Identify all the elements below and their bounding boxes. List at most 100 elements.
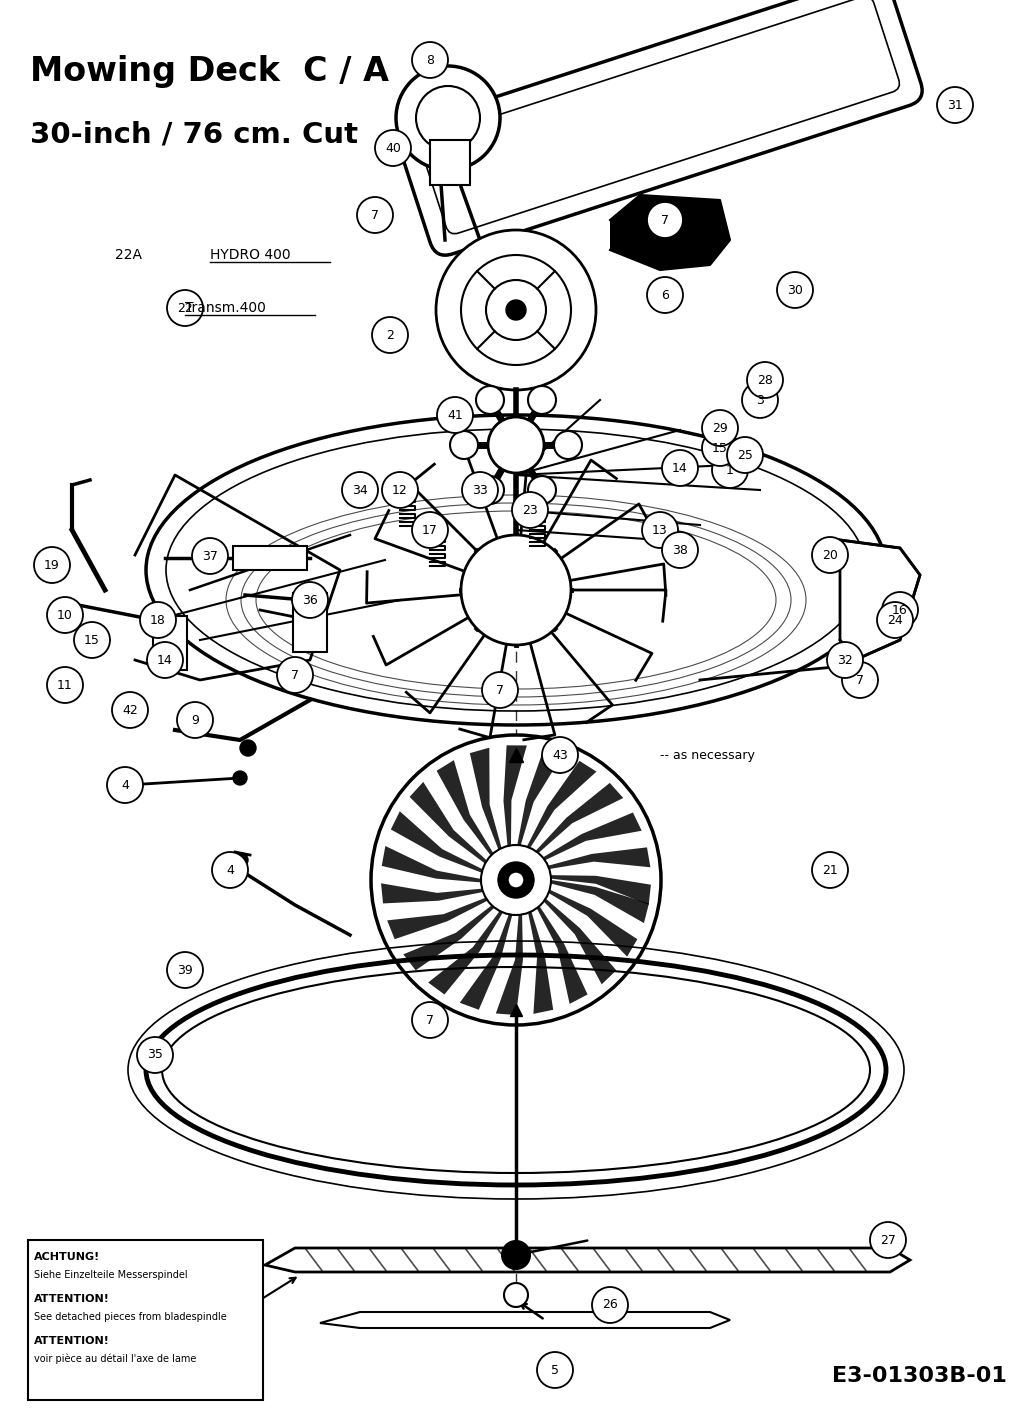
Circle shape [461, 255, 571, 365]
Circle shape [396, 66, 499, 169]
Circle shape [542, 737, 578, 773]
Text: ATTENTION!: ATTENTION! [34, 1336, 109, 1346]
Polygon shape [404, 906, 494, 971]
Text: See detached pieces from bladespindle: See detached pieces from bladespindle [34, 1312, 227, 1322]
Circle shape [462, 473, 498, 508]
Polygon shape [526, 761, 596, 848]
Text: E3-01303B-01: E3-01303B-01 [832, 1366, 1007, 1386]
Circle shape [842, 662, 878, 698]
Text: 7: 7 [496, 683, 504, 697]
Text: Siehe Einzelteile Messerspindel: Siehe Einzelteile Messerspindel [34, 1270, 188, 1280]
FancyBboxPatch shape [153, 617, 187, 670]
Circle shape [937, 87, 973, 123]
Text: 3: 3 [756, 394, 764, 406]
Polygon shape [437, 761, 493, 855]
Text: 27: 27 [880, 1233, 896, 1246]
Text: 28: 28 [757, 374, 773, 387]
Text: 39: 39 [178, 964, 193, 976]
Text: 41: 41 [447, 409, 463, 422]
Polygon shape [551, 875, 651, 904]
Circle shape [498, 862, 534, 897]
Circle shape [647, 202, 683, 238]
Circle shape [537, 1352, 573, 1388]
Circle shape [47, 597, 83, 634]
Circle shape [167, 291, 203, 326]
Polygon shape [528, 912, 553, 1015]
Text: 7: 7 [856, 673, 864, 687]
Circle shape [712, 452, 748, 488]
Circle shape [137, 1037, 173, 1072]
Circle shape [482, 672, 518, 708]
Text: 37: 37 [202, 549, 218, 563]
Text: 6: 6 [662, 288, 669, 302]
Circle shape [882, 593, 918, 628]
Polygon shape [387, 897, 488, 940]
Circle shape [412, 512, 448, 547]
Circle shape [662, 532, 698, 569]
Circle shape [412, 42, 448, 78]
Text: 23: 23 [522, 504, 538, 516]
FancyBboxPatch shape [28, 1240, 263, 1400]
Text: 11: 11 [57, 679, 73, 691]
Polygon shape [551, 880, 649, 923]
Polygon shape [320, 1312, 730, 1328]
Circle shape [372, 317, 408, 353]
Text: 31: 31 [947, 99, 963, 111]
Text: HYDRO 400: HYDRO 400 [209, 248, 291, 262]
Circle shape [461, 535, 571, 645]
Polygon shape [460, 914, 512, 1010]
Text: 14: 14 [672, 461, 688, 474]
Polygon shape [544, 899, 616, 985]
Circle shape [74, 622, 110, 658]
Text: Transm.400: Transm.400 [185, 301, 266, 315]
Text: 4: 4 [226, 864, 234, 876]
Circle shape [167, 952, 203, 988]
Text: 42: 42 [122, 704, 138, 717]
Polygon shape [536, 783, 623, 854]
Text: ATTENTION!: ATTENTION! [34, 1294, 109, 1304]
Circle shape [357, 198, 393, 233]
Circle shape [234, 854, 248, 866]
Circle shape [742, 382, 778, 418]
Text: 20: 20 [823, 549, 838, 562]
Circle shape [812, 852, 848, 888]
Circle shape [877, 602, 913, 638]
Polygon shape [840, 540, 920, 660]
Text: 7: 7 [370, 209, 379, 222]
Text: 36: 36 [302, 594, 318, 607]
Circle shape [292, 581, 328, 618]
Circle shape [412, 1002, 448, 1038]
Circle shape [702, 411, 738, 446]
Polygon shape [537, 906, 587, 1003]
Circle shape [178, 703, 213, 738]
Circle shape [147, 642, 183, 679]
Text: 38: 38 [672, 543, 688, 556]
Circle shape [554, 430, 582, 459]
Polygon shape [391, 811, 483, 873]
Polygon shape [549, 890, 638, 957]
Circle shape [437, 396, 473, 433]
Circle shape [592, 1287, 628, 1324]
Text: 7: 7 [426, 1013, 434, 1026]
Text: 21: 21 [823, 864, 838, 876]
Text: 26: 26 [602, 1298, 618, 1311]
Polygon shape [382, 847, 481, 882]
Text: 32: 32 [837, 653, 852, 666]
Circle shape [528, 476, 556, 504]
Circle shape [233, 770, 247, 785]
Text: 35: 35 [148, 1048, 163, 1061]
Circle shape [476, 476, 504, 504]
Text: 15: 15 [84, 634, 100, 646]
Circle shape [375, 130, 411, 166]
Circle shape [382, 473, 418, 508]
Polygon shape [470, 748, 502, 849]
Text: 9: 9 [191, 714, 199, 727]
Circle shape [416, 86, 480, 150]
Circle shape [486, 279, 546, 340]
Polygon shape [495, 914, 523, 1015]
Text: 19: 19 [44, 559, 60, 571]
FancyBboxPatch shape [420, 0, 900, 234]
Circle shape [662, 450, 698, 485]
Text: 29: 29 [712, 422, 728, 435]
Polygon shape [428, 912, 503, 995]
